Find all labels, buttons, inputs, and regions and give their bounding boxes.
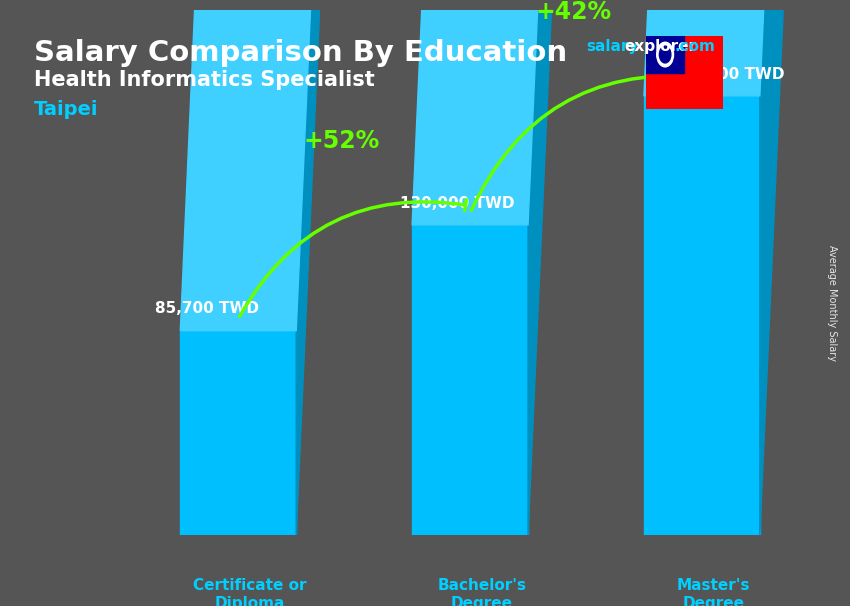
Polygon shape xyxy=(296,0,320,536)
Bar xyxy=(412,225,528,536)
Polygon shape xyxy=(644,0,783,96)
Text: Bachelor's
Degree: Bachelor's Degree xyxy=(437,578,526,606)
Text: Master's
Degree: Master's Degree xyxy=(677,578,751,606)
Bar xyxy=(180,331,296,536)
Text: 85,700 TWD: 85,700 TWD xyxy=(156,301,259,316)
Bar xyxy=(646,36,684,73)
Text: +42%: +42% xyxy=(535,0,611,24)
Text: Certificate or
Diploma: Certificate or Diploma xyxy=(193,578,307,606)
Circle shape xyxy=(660,46,671,63)
Polygon shape xyxy=(180,0,320,331)
Circle shape xyxy=(657,42,673,67)
Bar xyxy=(644,96,760,536)
Text: Taipei: Taipei xyxy=(34,100,99,119)
Text: +52%: +52% xyxy=(303,129,379,153)
Text: salary: salary xyxy=(586,39,639,55)
Text: Salary Comparison By Education: Salary Comparison By Education xyxy=(34,39,567,67)
Text: 130,000 TWD: 130,000 TWD xyxy=(400,196,514,210)
Polygon shape xyxy=(412,0,551,225)
Polygon shape xyxy=(528,0,551,536)
Text: explorer: explorer xyxy=(625,39,697,55)
Polygon shape xyxy=(760,0,783,536)
Text: .com: .com xyxy=(674,39,715,55)
Text: Health Informatics Specialist: Health Informatics Specialist xyxy=(34,70,375,90)
Text: 184,000 TWD: 184,000 TWD xyxy=(671,67,785,82)
Text: Average Monthly Salary: Average Monthly Salary xyxy=(827,245,837,361)
